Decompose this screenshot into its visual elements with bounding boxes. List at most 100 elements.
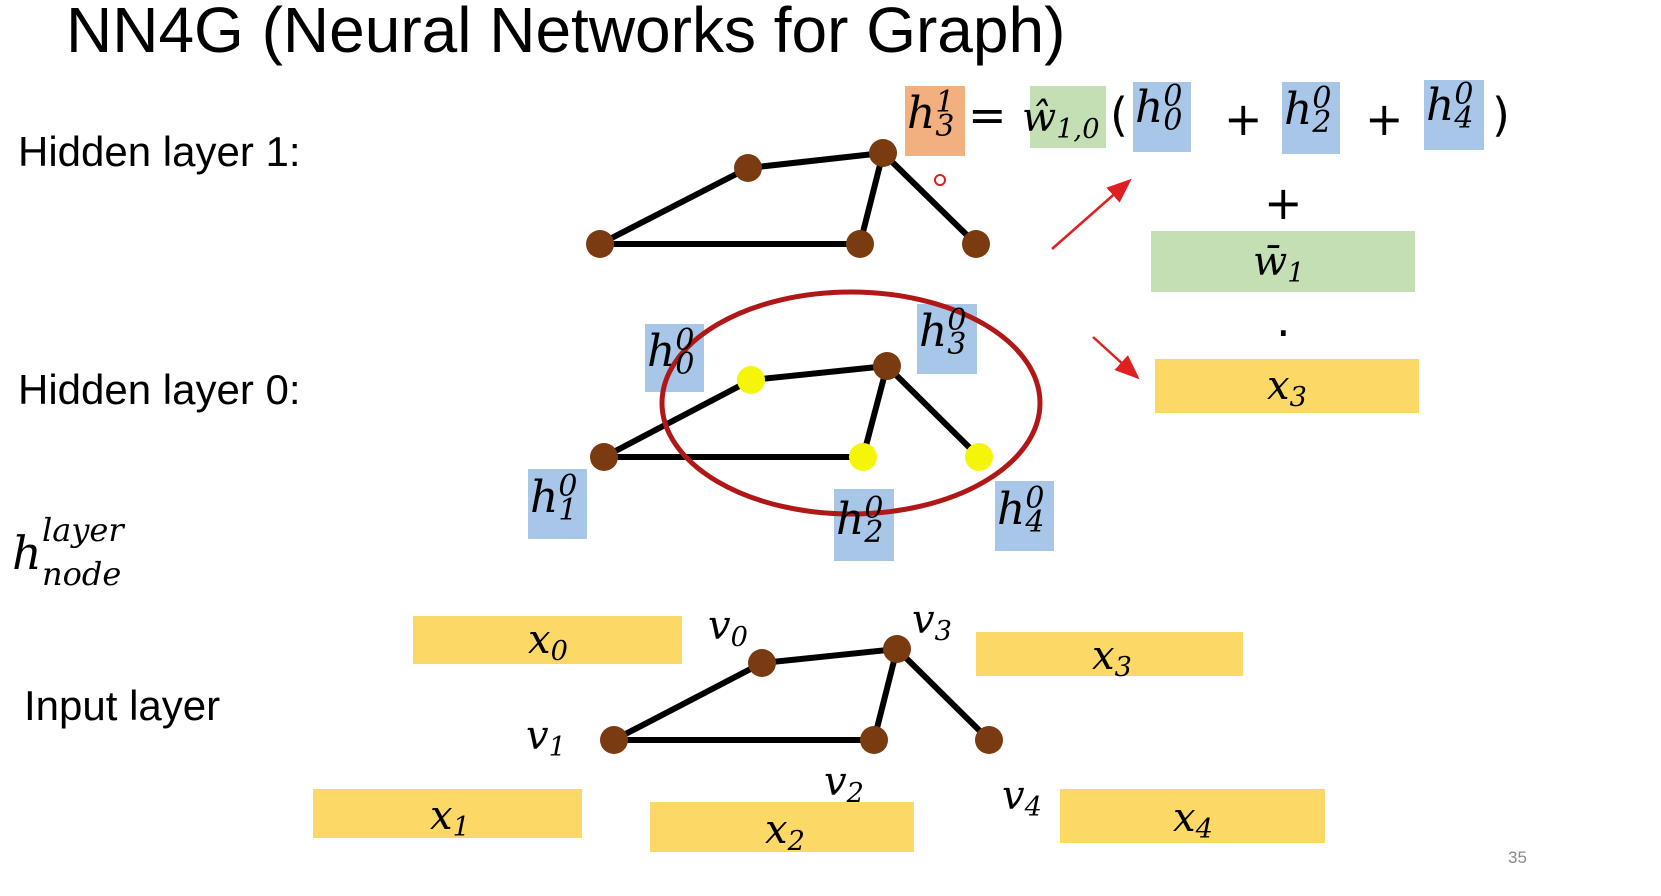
page-number: 35 bbox=[1508, 848, 1527, 867]
node-label-v3-sub: 3 bbox=[934, 616, 952, 647]
slide-title: NN4G (Neural Networks for Graph) bbox=[66, 0, 1066, 66]
eq-x3-sub: 3 bbox=[1289, 382, 1307, 413]
arrow-to-equation bbox=[1051, 178, 1132, 250]
edge-in-v3-v4 bbox=[894, 646, 992, 743]
eq-h20-sub: 2 bbox=[1312, 104, 1332, 140]
node-label-v1-sub: 1 bbox=[548, 732, 566, 763]
notation-sup: layer bbox=[42, 511, 124, 549]
x3-box bbox=[976, 632, 1243, 676]
hidden-layer-1-graph bbox=[586, 139, 990, 258]
h0-node-4-highlight bbox=[965, 443, 993, 471]
eq-h00-base: h bbox=[1135, 82, 1164, 133]
eq-open-paren: ( bbox=[1110, 88, 1128, 142]
eq-wbar1-base: w̄ bbox=[1253, 239, 1288, 285]
feature-x4-base: x bbox=[1173, 795, 1196, 841]
h1-node-2 bbox=[846, 230, 874, 258]
edge-h1-v3-v4 bbox=[880, 150, 979, 247]
h10-box bbox=[528, 469, 587, 539]
notation-sub: node bbox=[42, 555, 122, 593]
h40-box bbox=[995, 481, 1054, 551]
eq-h20-sup: 0 bbox=[1312, 80, 1332, 116]
eq-wbar1-sub: 1 bbox=[1287, 258, 1305, 289]
eq-h00-sup: 0 bbox=[1163, 78, 1183, 114]
node-label-v0-base: v bbox=[708, 603, 731, 649]
feature-x1-sub: 1 bbox=[452, 812, 470, 843]
edge-h0-v0-v3 bbox=[750, 363, 888, 383]
eq-h40-sub: 4 bbox=[1454, 100, 1474, 136]
node-label-v3-base: v bbox=[912, 597, 935, 643]
h1-node-3 bbox=[869, 139, 897, 167]
eq-w10-base: ŵ bbox=[1022, 95, 1057, 141]
pointer-dot bbox=[934, 174, 946, 186]
w10-box bbox=[1030, 86, 1106, 148]
neighborhood-ellipse bbox=[659, 289, 1043, 517]
h0-label-3-base: h bbox=[919, 306, 948, 357]
node-label-v2-sub: 2 bbox=[846, 778, 864, 809]
h0-label-2-base: h bbox=[836, 494, 865, 545]
h0-label-1-base: h bbox=[530, 472, 559, 523]
h0-label-4-base: h bbox=[997, 484, 1026, 535]
h0-label-4-sub: 4 bbox=[1025, 504, 1045, 540]
feature-x1-base: x bbox=[430, 793, 453, 839]
node-label-v1-base: v bbox=[526, 713, 549, 759]
h0-label-0-sup: 0 bbox=[675, 322, 695, 358]
eq-close-paren: ) bbox=[1492, 88, 1510, 142]
eq-h13-base: h bbox=[907, 88, 936, 139]
feature-x3-sub: 3 bbox=[1114, 652, 1132, 683]
feature-x2-base: x bbox=[765, 807, 788, 853]
arrow-to-x3 bbox=[1092, 336, 1140, 380]
eq-h40-sup: 0 bbox=[1454, 76, 1474, 112]
h0-node-0-highlight bbox=[737, 366, 765, 394]
eq-wbar1: w̄ 1 bbox=[1253, 242, 1323, 294]
h0-label-4-sup: 0 bbox=[1025, 480, 1045, 516]
h0-node-3 bbox=[873, 352, 901, 380]
wbar1-box bbox=[1151, 231, 1415, 292]
h20-box bbox=[834, 489, 894, 561]
h0-label-3-sub: 3 bbox=[947, 326, 967, 362]
eq-plus-2: + bbox=[1365, 92, 1404, 146]
feature-x2-sub: 2 bbox=[787, 826, 805, 857]
input-layer-label: Input layer bbox=[24, 682, 221, 729]
edge-in-v3-v2 bbox=[871, 648, 900, 741]
h0-label-1-sup: 0 bbox=[558, 468, 578, 504]
x0-box bbox=[413, 616, 682, 664]
x1-box bbox=[313, 789, 582, 838]
node-label-v0-sub: 0 bbox=[730, 622, 748, 653]
notation-base: h bbox=[12, 526, 42, 580]
h1-node-0 bbox=[734, 154, 762, 182]
eq-h13-sub: 3 bbox=[935, 108, 955, 144]
eq-equals: = bbox=[968, 88, 1007, 142]
feature-x0-base: x bbox=[528, 617, 551, 663]
h0-label-0-base: h bbox=[647, 326, 676, 377]
feature-x4-sub: 4 bbox=[1195, 814, 1213, 845]
eq-h20-box bbox=[1282, 82, 1340, 154]
feature-x3-base: x bbox=[1092, 633, 1115, 679]
h00-box bbox=[645, 324, 704, 392]
h0-label-0-sub: 0 bbox=[675, 346, 695, 382]
hidden-layer-0-label: Hidden layer 0: bbox=[18, 366, 301, 413]
in-node-2 bbox=[860, 726, 888, 754]
hidden-layer-1-label: Hidden layer 1: bbox=[18, 128, 301, 175]
in-node-1 bbox=[600, 726, 628, 754]
eq-dot: · bbox=[1276, 306, 1291, 360]
edge-h0-v3-v2 bbox=[860, 365, 890, 458]
edge-h0-v1-v0 bbox=[602, 377, 753, 460]
h0-node-1 bbox=[590, 443, 618, 471]
edge-h1-v0-v3 bbox=[747, 150, 884, 171]
node-label-v2-base: v bbox=[824, 759, 847, 805]
h0-label-2-sub: 2 bbox=[864, 514, 884, 550]
eq-plus-1: + bbox=[1224, 92, 1263, 146]
h0-node-2-highlight bbox=[849, 443, 877, 471]
h13-box bbox=[905, 86, 965, 156]
eq-w10-sub: 1,0 bbox=[1056, 114, 1100, 145]
eq-h00-box bbox=[1133, 82, 1191, 152]
